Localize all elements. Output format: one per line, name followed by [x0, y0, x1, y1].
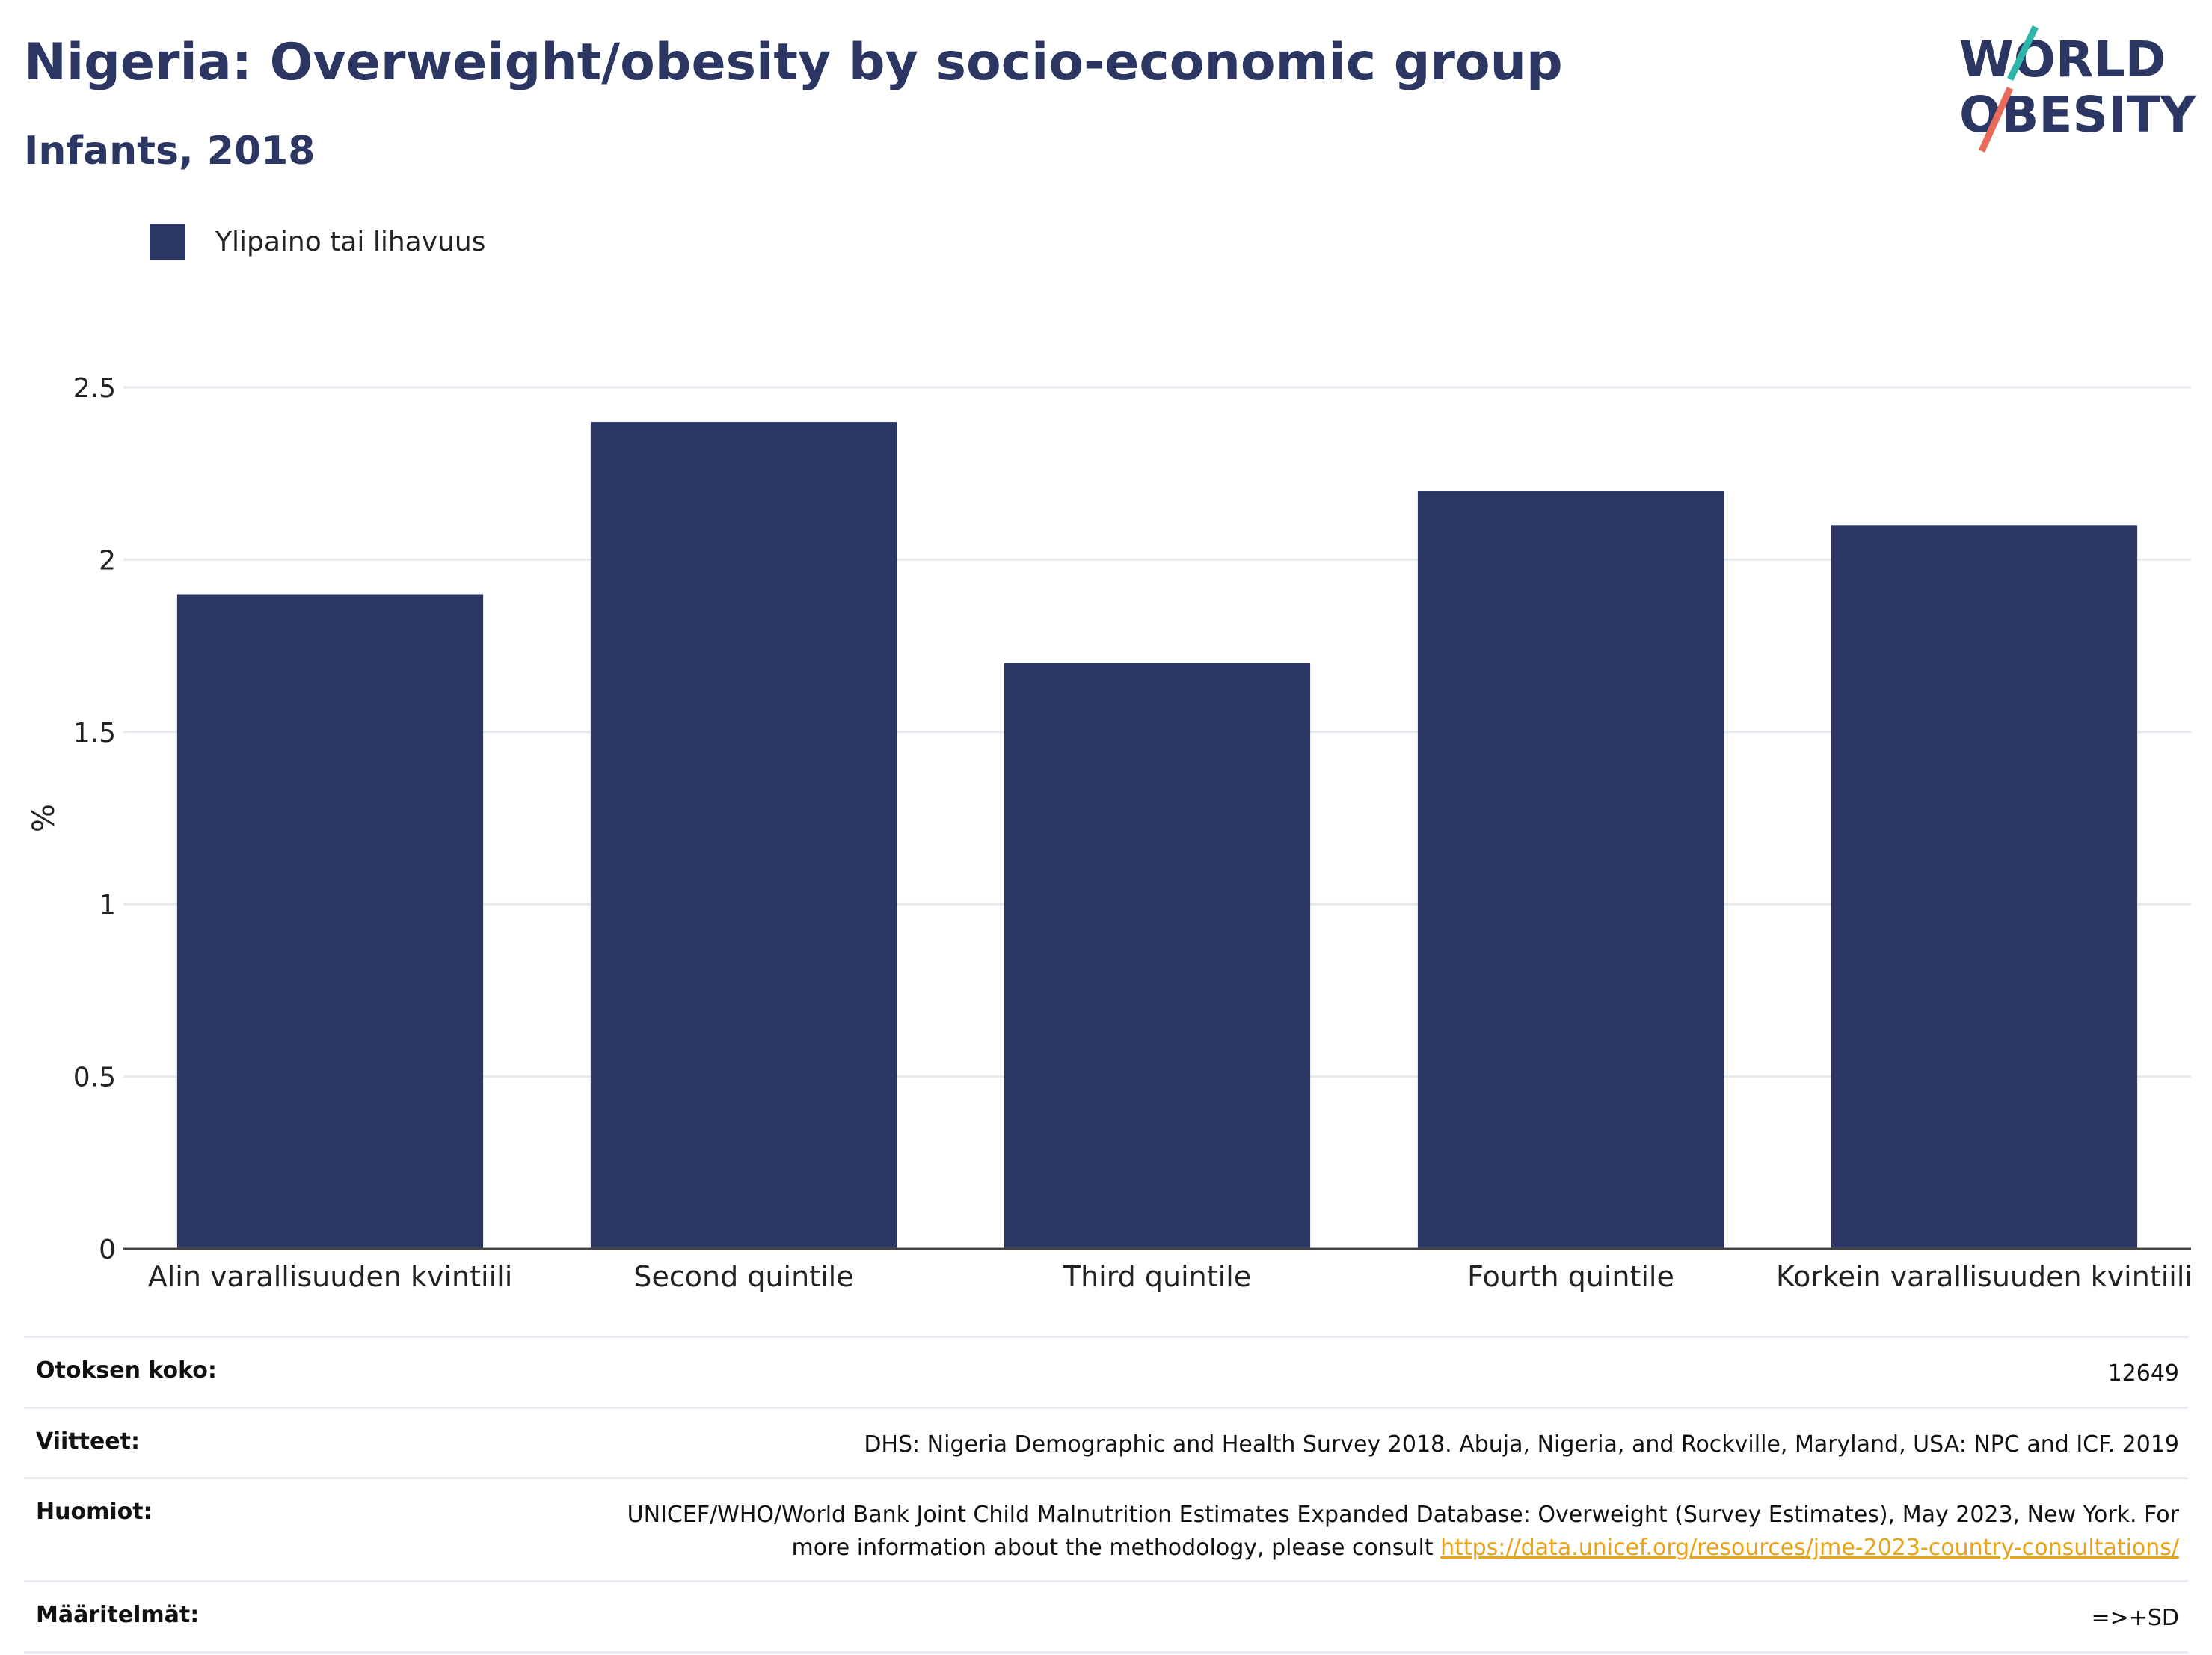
x-tick-label: Alin varallisuuden kvintiili — [148, 1260, 513, 1293]
info-table: Otoksen koko: 12649 Viitteet: DHS: Niger… — [24, 1336, 2188, 1654]
references-value: DHS: Nigeria Demographic and Health Surv… — [864, 1431, 2179, 1458]
y-tick-label: 2.5 — [73, 373, 116, 404]
info-row-sample-size: Otoksen koko: 12649 — [24, 1336, 2188, 1407]
x-tick-label: Fourth quintile — [1467, 1260, 1674, 1293]
x-tick-label: Third quintile — [1063, 1260, 1251, 1293]
logo-line-1: WORLD — [1959, 31, 2166, 88]
bar — [1417, 491, 1724, 1249]
y-tick-label: 0 — [99, 1235, 116, 1265]
sample-size-value: 12649 — [2107, 1360, 2179, 1387]
bar — [590, 422, 897, 1249]
x-tick-label: Korkein varallisuuden kvintiili — [1776, 1260, 2193, 1293]
notes-text: UNICEF/WHO/World Bank Joint Child Malnut… — [627, 1502, 2179, 1561]
chart-title: Nigeria: Overweight/obesity by socio-eco… — [24, 33, 1563, 92]
y-tick-label: 2 — [99, 545, 116, 576]
legend-label: Ylipaino tai lihavuus — [215, 226, 486, 257]
definitions-label: Määritelmät: — [36, 1602, 200, 1628]
logo-slash-teal — [2006, 25, 2039, 81]
info-row-notes: Huomiot: UNICEF/WHO/World Bank Joint Chi… — [24, 1477, 2188, 1580]
y-tick-label: 0.5 — [73, 1063, 116, 1093]
bar — [1004, 663, 1311, 1249]
bar — [1831, 525, 2138, 1249]
bar — [176, 594, 484, 1249]
notes-label: Huomiot: — [36, 1499, 153, 1525]
legend-swatch — [150, 224, 185, 260]
sample-size-label: Otoksen koko: — [36, 1357, 217, 1384]
definitions-value: =>+SD — [2091, 1605, 2179, 1631]
info-row-definitions: Määritelmät: =>+SD — [24, 1580, 2188, 1654]
notes-value: UNICEF/WHO/World Bank Joint Child Malnut… — [609, 1499, 2179, 1564]
logo-slash-coral — [1978, 87, 2014, 153]
references-label: Viitteet: — [36, 1428, 140, 1455]
info-row-references: Viitteet: DHS: Nigeria Demographic and H… — [24, 1406, 2188, 1478]
methodology-link[interactable]: https://data.unicef.org/resources/jme-20… — [1440, 1534, 2179, 1561]
y-tick-label: 1.5 — [73, 718, 116, 749]
x-tick-label: Second quintile — [633, 1260, 853, 1293]
y-tick-label: 1 — [99, 890, 116, 921]
legend: Ylipaino tai lihavuus — [150, 223, 485, 260]
world-obesity-logo: WORLD OBESITY — [1959, 25, 2197, 153]
y-axis-title: % — [27, 804, 61, 832]
bar-chart: 0 0.5 1 1.5 2 2.5% Alin varallisuuden kvintiil… — [27, 373, 2193, 1293]
chart-subtitle: Infants, 2018 — [24, 129, 316, 174]
